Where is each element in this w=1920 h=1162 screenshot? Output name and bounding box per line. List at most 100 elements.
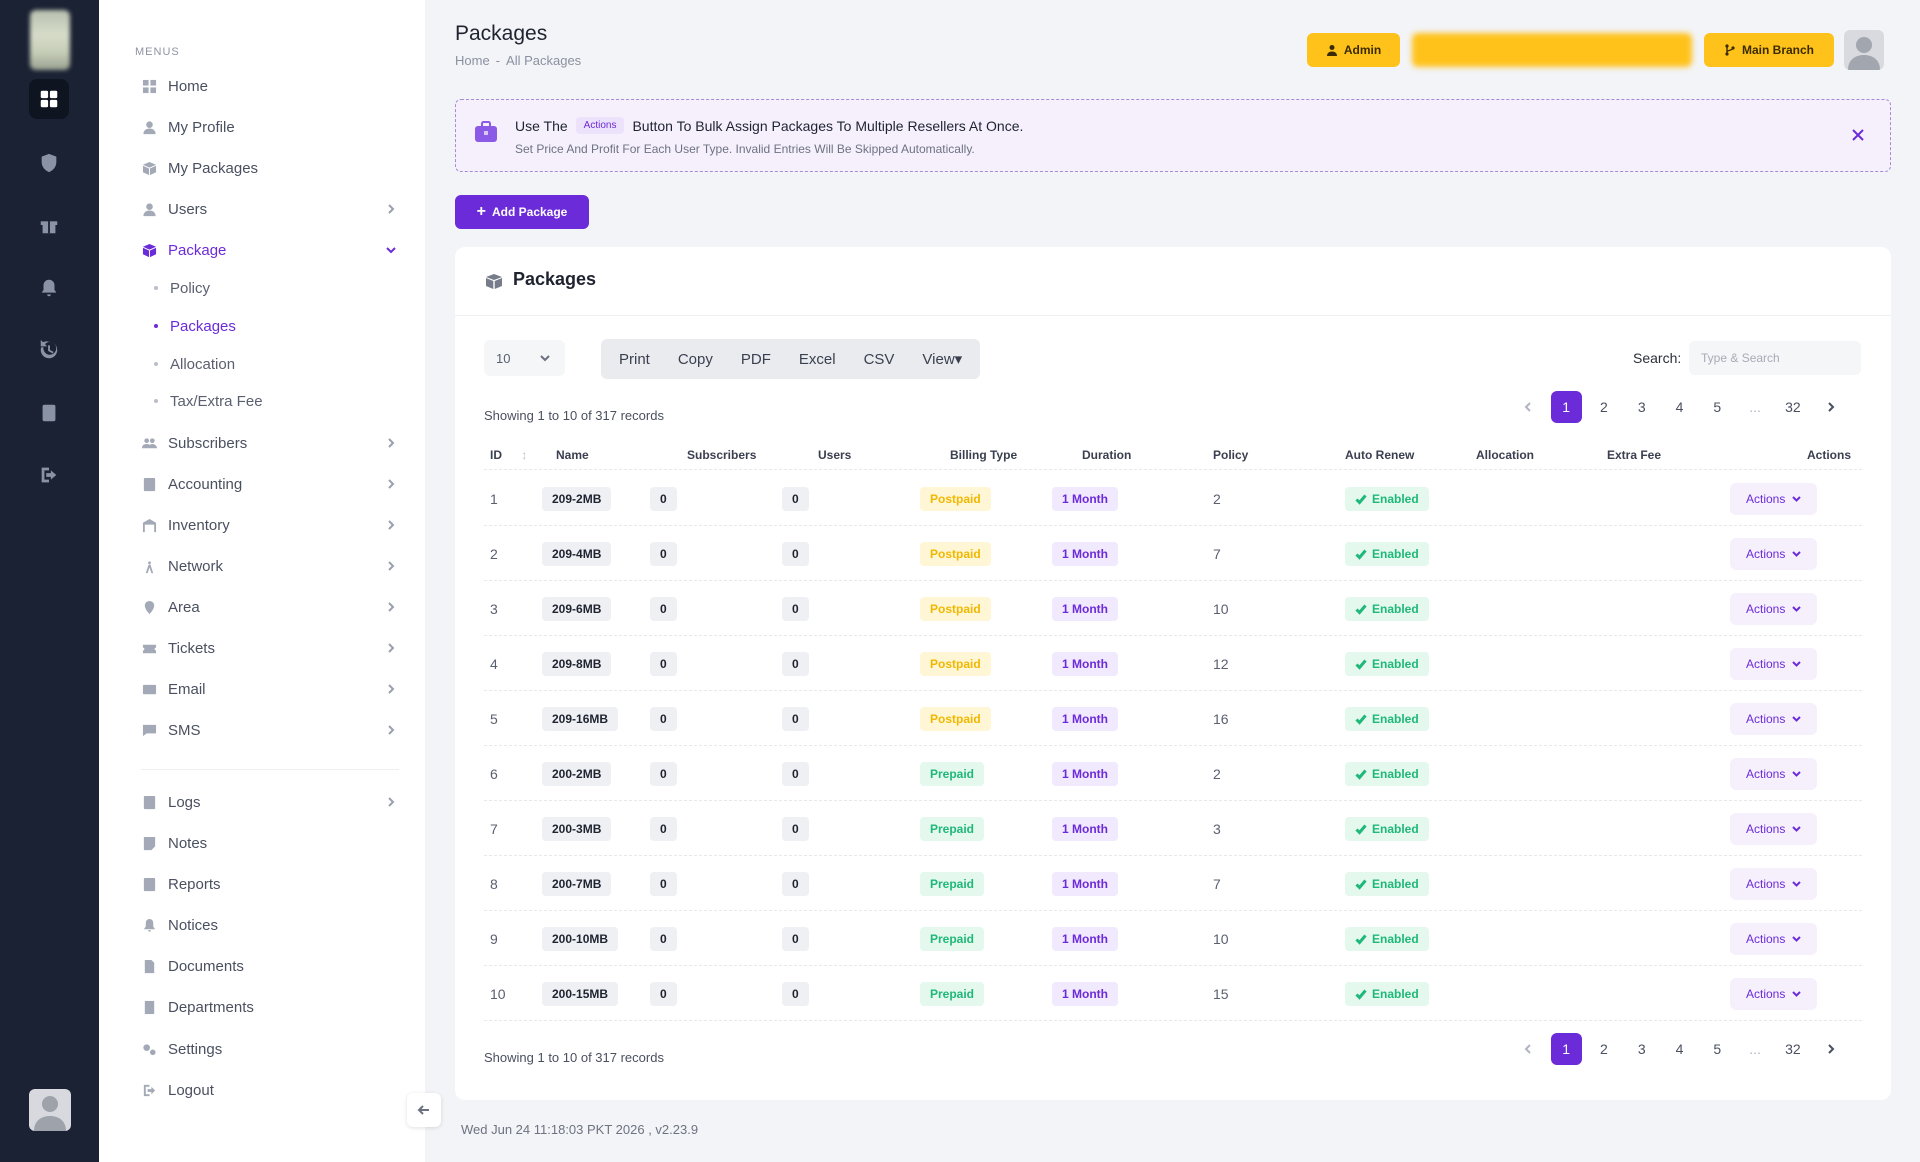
sidebar-item-home[interactable]: Home xyxy=(141,73,399,99)
sidebar-item-notices[interactable]: Notices xyxy=(141,912,399,938)
sidebar-item-my-profile[interactable]: My Profile xyxy=(141,114,399,140)
breadcrumb-home[interactable]: Home xyxy=(455,53,490,68)
column-header-auto-renew[interactable]: Auto Renew xyxy=(1345,448,1415,462)
row-actions-button[interactable]: Actions xyxy=(1730,812,1818,845)
next-page-button[interactable] xyxy=(1815,391,1846,423)
admin-button[interactable]: Admin xyxy=(1307,33,1400,67)
row-actions-button[interactable]: Actions xyxy=(1730,867,1818,900)
cell-auto-renew: Enabled xyxy=(1345,706,1429,731)
row-actions-button[interactable]: Actions xyxy=(1730,647,1818,680)
sidebar-item-documents[interactable]: Documents xyxy=(141,953,399,979)
sidebar-item-users[interactable]: Users xyxy=(141,196,399,222)
sidebar-item-package[interactable]: Package xyxy=(141,237,399,263)
pdf-button[interactable]: PDF xyxy=(740,350,771,368)
column-header-name[interactable]: Name xyxy=(556,448,589,462)
page-button[interactable]: 5 xyxy=(1713,399,1722,415)
column-header-subscribers[interactable]: Subscribers xyxy=(687,448,757,462)
page-length-select[interactable]: 10 xyxy=(484,340,565,376)
packages-card: Packages 10 Print Copy PDF Excel CSV Vie… xyxy=(455,247,1891,1100)
page-button[interactable]: 2 xyxy=(1600,1041,1608,1057)
sidebar-item-accounting[interactable]: Accounting xyxy=(141,471,399,497)
sidebar-sub-tax-extra-fee[interactable]: Tax/Extra Fee xyxy=(154,389,263,413)
sidebar-item-email[interactable]: Email xyxy=(141,676,399,702)
close-icon[interactable] xyxy=(1850,127,1866,143)
sidebar-item-network[interactable]: Network xyxy=(141,553,399,579)
cell-users: 0 xyxy=(782,706,809,731)
sidebar-item-departments[interactable]: Departments xyxy=(141,994,399,1020)
user-avatar[interactable] xyxy=(29,1089,71,1131)
page-button[interactable]: 4 xyxy=(1675,1041,1684,1057)
history-icon[interactable] xyxy=(29,330,69,370)
row-actions-button[interactable]: Actions xyxy=(1730,757,1818,790)
print-button[interactable]: Print xyxy=(619,350,650,368)
sidebar-item-notes[interactable]: Notes xyxy=(141,830,399,856)
sidebar-item-my-packages[interactable]: My Packages xyxy=(141,155,399,181)
sidebar-sub-policy[interactable]: Policy xyxy=(154,276,210,300)
redacted-account-button[interactable] xyxy=(1412,33,1692,67)
sidebar-item-tickets[interactable]: Tickets xyxy=(141,635,399,661)
excel-button[interactable]: Excel xyxy=(798,350,836,368)
cell-policy: 10 xyxy=(1213,930,1229,947)
column-header-duration[interactable]: Duration xyxy=(1082,448,1132,462)
next-page-button[interactable] xyxy=(1815,1033,1846,1065)
column-header-users[interactable]: Users xyxy=(818,448,852,462)
page-button[interactable]: 2 xyxy=(1600,399,1608,415)
document-icon xyxy=(141,958,157,974)
sidebar-item-area[interactable]: Area xyxy=(141,594,399,620)
sidebar-item-label: Package xyxy=(168,241,227,259)
row-actions-button[interactable]: Actions xyxy=(1730,922,1818,955)
cell-name: 200-15MB xyxy=(542,981,619,1006)
add-package-button[interactable]: + Add Package xyxy=(455,195,589,229)
gift-icon[interactable] xyxy=(29,205,69,245)
column-header-extra-fee[interactable]: Extra Fee xyxy=(1607,448,1662,462)
search-input[interactable] xyxy=(1689,341,1861,375)
table-row: 9 200-10MB 0 0 Prepaid 1 Month 10 Enabled Action… xyxy=(484,911,1862,966)
sidebar-item-settings[interactable]: Settings xyxy=(141,1036,399,1062)
sidebar-sub-allocation[interactable]: Allocation xyxy=(154,352,235,376)
sidebar-item-subscribers[interactable]: Subscribers xyxy=(141,430,399,456)
prev-page-button[interactable] xyxy=(1513,391,1544,423)
row-actions-button[interactable]: Actions xyxy=(1730,977,1818,1010)
ticket-icon xyxy=(141,640,157,656)
row-actions-button[interactable]: Actions xyxy=(1730,592,1818,625)
page-button[interactable]: 3 xyxy=(1637,399,1646,415)
sidebar-item-inventory[interactable]: Inventory xyxy=(141,512,399,538)
row-actions-button[interactable]: Actions xyxy=(1730,482,1818,515)
page-button[interactable]: 32 xyxy=(1785,1041,1801,1057)
row-actions-button[interactable]: Actions xyxy=(1730,702,1818,735)
column-header-billing-type[interactable]: Billing Type xyxy=(950,448,1018,462)
shield-check-icon[interactable] xyxy=(29,143,69,183)
sidebar-item-label: Documents xyxy=(168,957,244,975)
copy-button[interactable]: Copy xyxy=(677,350,713,368)
sidebar-item-label: Home xyxy=(168,77,209,95)
branch-button[interactable]: Main Branch xyxy=(1704,33,1834,67)
sidebar-item-reports[interactable]: Reports xyxy=(141,871,399,897)
cell-subscribers: 0 xyxy=(650,926,677,951)
sidebar-item-logout[interactable]: Logout xyxy=(141,1077,399,1103)
page-button[interactable]: 1 xyxy=(1550,391,1582,423)
page-button[interactable]: 5 xyxy=(1713,1041,1722,1057)
book-icon[interactable] xyxy=(29,393,69,433)
logout-icon[interactable] xyxy=(29,455,69,495)
page-button[interactable]: 3 xyxy=(1637,1041,1646,1057)
profile-avatar[interactable] xyxy=(1844,30,1884,70)
dashboard-icon[interactable] xyxy=(29,79,69,119)
bell-icon[interactable] xyxy=(29,268,69,308)
column-header-id[interactable]: ID ↕ xyxy=(490,448,528,462)
row-actions-button[interactable]: Actions xyxy=(1730,537,1818,570)
prev-page-button[interactable] xyxy=(1513,1033,1544,1065)
footer-timestamp-version: Wed Jun 24 11:18:03 PKT 2026 , v2.23.9 xyxy=(461,1122,699,1137)
view-dropdown-button[interactable]: View▾ xyxy=(922,351,963,368)
column-header-allocation[interactable]: Allocation xyxy=(1476,448,1535,462)
sidebar-item-logs[interactable]: Logs xyxy=(141,789,399,815)
column-header-policy[interactable]: Policy xyxy=(1213,448,1249,462)
sidebar-sub-packages[interactable]: Packages xyxy=(154,314,236,338)
collapse-sidebar-button[interactable] xyxy=(407,1093,441,1127)
csv-button[interactable]: CSV xyxy=(863,350,895,368)
page-button[interactable]: 1 xyxy=(1550,1033,1582,1065)
cell-name: 200-10MB xyxy=(542,926,619,951)
sidebar-item-label: Settings xyxy=(168,1040,223,1058)
page-button[interactable]: 4 xyxy=(1675,399,1684,415)
page-button[interactable]: 32 xyxy=(1785,399,1801,415)
sidebar-item-sms[interactable]: SMS xyxy=(141,717,399,743)
